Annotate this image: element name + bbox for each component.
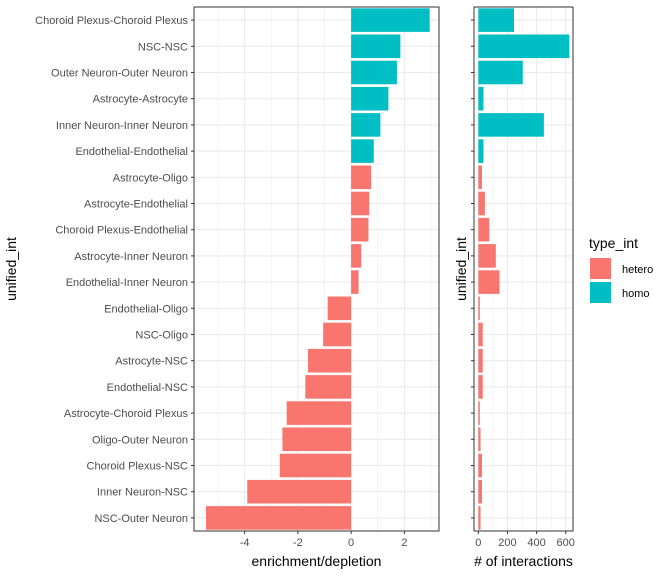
category-tick-labels: Choroid Plexus-Choroid Plexus NSC-NSC Oute…	[35, 15, 194, 525]
enrichment-x-tick-label: -4	[240, 537, 250, 549]
enrichment-bar-8	[351, 191, 370, 216]
category-tick-label: Astrocyte-Inner Neuron	[74, 251, 188, 263]
interactions-bar-3	[478, 60, 523, 85]
enrichment-x-axis-title: enrichment/depletion	[252, 553, 382, 569]
enrichment-bar-4	[351, 86, 389, 111]
legend-swatch-homo	[590, 282, 611, 303]
interactions-bar-19	[478, 479, 483, 504]
category-tick-label: Endothelial-NSC	[107, 382, 188, 394]
legend-label-hetero: hetero	[622, 264, 653, 276]
enrichment-bar-1	[351, 8, 430, 32]
enrichment-bar-6	[351, 139, 374, 163]
enrichment-bar-18	[279, 453, 352, 478]
category-tick-label: Astrocyte-Choroid Plexus	[64, 408, 189, 420]
category-tick-label: Astrocyte-Astrocyte	[93, 94, 188, 106]
category-tick-label: Inner Neuron-Inner Neuron	[56, 120, 188, 132]
interactions-bar-13	[478, 322, 483, 347]
category-tick-label: Astrocyte-Oligo	[113, 172, 188, 184]
enrichment-bar-11	[351, 270, 359, 294]
interactions-bar-15	[478, 375, 483, 399]
enrichment-bar-9	[351, 217, 369, 242]
enrichment-x-tick-label: 0	[348, 537, 354, 549]
category-tick-label: Endothelial-Endothelial	[75, 146, 188, 158]
enrichment-bars	[205, 8, 430, 530]
interactions-bar-7	[478, 165, 483, 190]
enrichment-bar-5	[351, 113, 381, 137]
enrichment-x-tick-label: -2	[293, 537, 303, 549]
category-tick-label: Oligo-Outer Neuron	[92, 434, 188, 446]
interactions-panel: 0 200 400 600 # of interactions unified_int	[453, 6, 575, 569]
category-tick-label: NSC-Outer Neuron	[94, 513, 188, 525]
enrichment-x-ticks: -4 -2 0 2	[240, 531, 407, 549]
interactions-bar-6	[478, 139, 484, 163]
category-tick-label: Astrocyte-NSC	[115, 356, 188, 368]
interactions-x-ticks: 0 200 400 600	[475, 531, 575, 549]
enrichment-bar-16	[286, 401, 352, 425]
interactions-bar-16	[478, 401, 480, 425]
interactions-x-tick-label: 0	[475, 537, 481, 549]
interactions-bar-14	[478, 348, 483, 373]
interactions-bars	[478, 8, 570, 530]
interactions-y-ticks	[471, 19, 474, 519]
interactions-bar-20	[478, 506, 481, 530]
enrichment-bar-3	[351, 60, 397, 85]
enrichment-panel: Choroid Plexus-Choroid Plexus NSC-NSC Oute…	[3, 6, 440, 569]
interactions-grid	[474, 7, 573, 531]
interactions-bar-11	[478, 270, 500, 294]
enrichment-bar-12	[327, 296, 352, 321]
interactions-bar-12	[478, 296, 480, 321]
category-tick-label: Choroid Plexus-Endothelial	[55, 225, 188, 237]
interactions-bar-2	[478, 34, 570, 59]
enrichment-bar-7	[351, 165, 372, 190]
interactions-bar-5	[478, 113, 544, 137]
interactions-panel-background	[474, 7, 573, 531]
category-tick-label: Endothelial-Inner Neuron	[66, 277, 188, 289]
enrichment-bar-15	[305, 375, 352, 399]
interactions-bar-10	[478, 244, 496, 268]
interactions-panel-border	[473, 6, 574, 532]
legend-swatch-hetero	[590, 258, 611, 279]
interactions-y-axis-title: unified_int	[453, 237, 469, 301]
interactions-x-axis-title: # of interactions	[474, 553, 573, 569]
legend-items: hetero homo	[590, 258, 653, 303]
enrichment-panel-background	[194, 7, 439, 531]
category-tick-label: Outer Neuron-Outer Neuron	[51, 68, 188, 80]
legend-title: type_int	[589, 235, 638, 251]
enrichment-panel-border	[193, 6, 440, 532]
category-tick-label: NSC-Oligo	[135, 330, 188, 342]
interactions-x-tick-label: 200	[498, 537, 516, 549]
interactions-bar-17	[478, 427, 481, 452]
interactions-x-tick-label: 600	[557, 537, 575, 549]
interactions-bar-4	[478, 86, 484, 111]
enrichment-x-tick-label: 2	[401, 537, 407, 549]
legend: type_int hetero homo	[589, 235, 653, 303]
category-tick-label: NSC-NSC	[138, 41, 188, 53]
enrichment-bar-10	[351, 244, 362, 268]
enrichment-bar-2	[351, 34, 401, 59]
category-tick-label: Choroid Plexus-NSC	[87, 461, 189, 473]
enrichment-bar-17	[282, 427, 352, 452]
enrichment-bar-19	[247, 479, 352, 504]
category-tick-label: Astrocyte-Endothelial	[84, 199, 188, 211]
interactions-bar-18	[478, 453, 483, 478]
category-tick-label: Endothelial-Oligo	[104, 303, 188, 315]
interactions-x-tick-label: 400	[527, 537, 545, 549]
enrichment-y-axis-title: unified_int	[3, 237, 19, 301]
interactions-bar-9	[478, 217, 490, 242]
interactions-bar-8	[478, 191, 485, 216]
interactions-bar-1	[478, 8, 515, 32]
enrichment-bar-14	[307, 348, 352, 373]
legend-label-homo: homo	[622, 288, 650, 300]
category-tick-label: Choroid Plexus-Choroid Plexus	[35, 15, 188, 27]
enrichment-bar-13	[323, 322, 352, 347]
enrichment-bar-20	[205, 506, 352, 530]
category-tick-label: Inner Neuron-NSC	[97, 487, 188, 499]
